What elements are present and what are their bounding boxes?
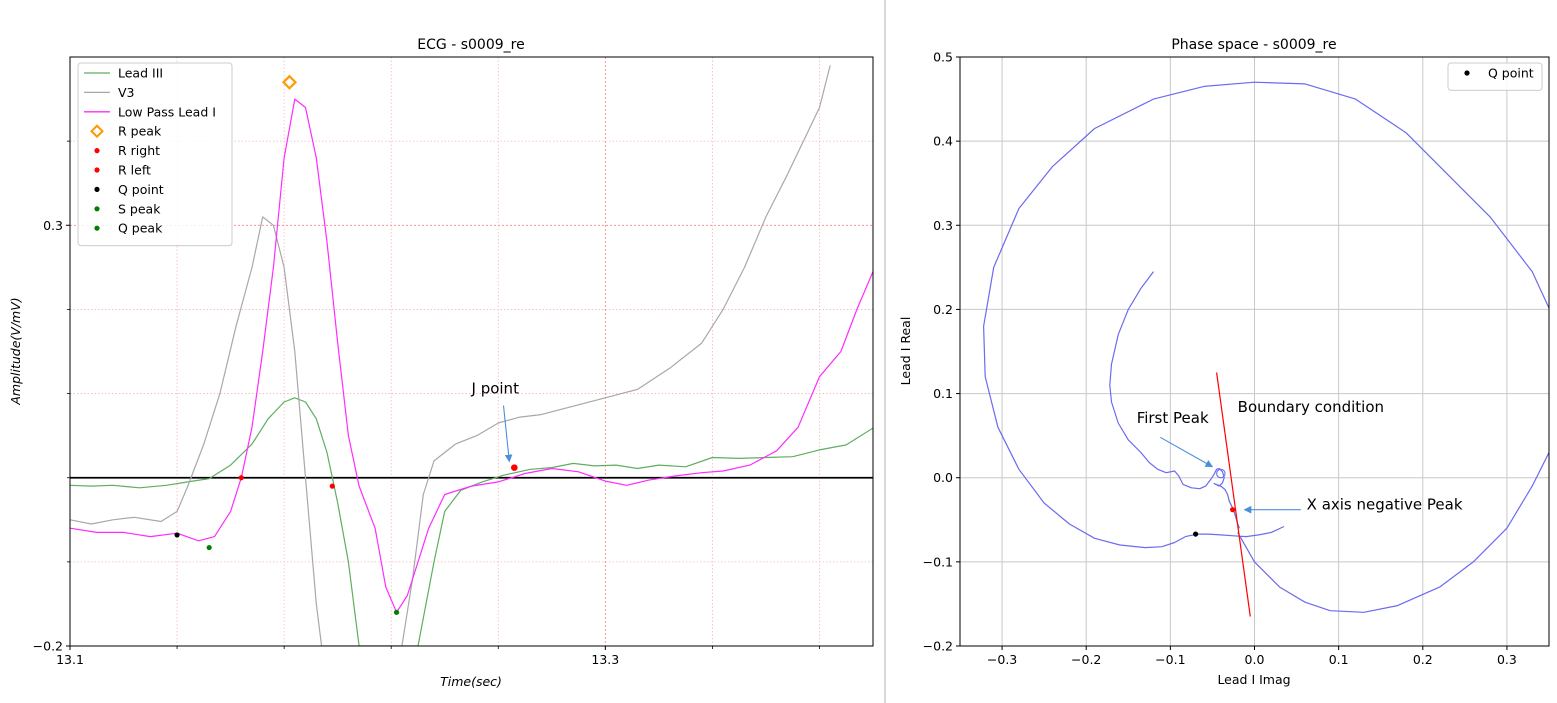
highlight-marker xyxy=(1230,507,1236,513)
legend-entry-r-peak: R peak xyxy=(90,124,162,139)
ecg-tick-group: 13.1 13.3 −0.2 0.3 xyxy=(33,140,820,667)
legend-entry-low-pass-lead-i: Low Pass Lead I xyxy=(84,104,216,119)
phase-legend: Q point xyxy=(1447,62,1543,91)
legend-swatch xyxy=(94,225,100,231)
ecg-title: ECG - s0009_re xyxy=(417,37,524,53)
j-point-marker xyxy=(511,464,518,471)
legend-swatch xyxy=(94,167,100,173)
y-tick-label: −0.2 xyxy=(923,639,953,654)
x-tick-label: 13.3 xyxy=(591,652,619,667)
phase-marker-group xyxy=(1193,507,1236,537)
curve-0-series-line xyxy=(1109,271,1240,529)
x-tick-label: −0.2 xyxy=(1071,652,1101,667)
legend-swatch xyxy=(94,206,100,212)
legend-label: S peak xyxy=(118,201,161,216)
x-tick-label: 0.2 xyxy=(1413,652,1433,667)
y-tick-label: −0.1 xyxy=(923,554,953,569)
curve-1-series-line xyxy=(983,81,1549,613)
ecg-marker-group xyxy=(174,74,400,615)
legend-entry-q-point: Q point xyxy=(94,182,164,197)
q-point-marker xyxy=(174,532,180,538)
legend-swatch xyxy=(94,148,100,154)
phase-grid xyxy=(960,57,1549,646)
s-peak-marker xyxy=(206,544,212,551)
y-tick-label: 0.5 xyxy=(933,50,953,65)
legend-entry-q-point: Q point xyxy=(1464,66,1534,81)
lead-iii-series-line xyxy=(70,397,873,646)
first-peak-arrow xyxy=(1159,436,1214,468)
legend-entry-lead-iii: Lead III xyxy=(84,66,163,81)
q-point-marker xyxy=(1193,531,1199,537)
ecg-annotation-group: J point xyxy=(471,380,520,471)
x-tick-label: 0.3 xyxy=(1497,652,1517,667)
ecg-x-axis-label: Time(sec) xyxy=(440,674,502,689)
legend-label: R right xyxy=(118,143,160,158)
legend-frame xyxy=(77,62,233,247)
y-tick-label: 0.3 xyxy=(933,218,953,233)
legend-entry-r-left: R left xyxy=(94,163,151,178)
r-peak-marker xyxy=(281,74,298,90)
legend-swatch xyxy=(1464,70,1470,76)
x-tick-label: 0.0 xyxy=(1245,652,1265,667)
q-peak-marker xyxy=(393,609,400,615)
legend-swatch xyxy=(90,124,104,139)
y-tick-label: 0.1 xyxy=(933,386,953,401)
x-tick-label: −0.1 xyxy=(1155,652,1185,667)
legend-entry-v3: V3 xyxy=(84,85,135,100)
legend-entry-q-peak: Q peak xyxy=(94,221,163,236)
x-tick-label: 0.1 xyxy=(1329,652,1349,667)
legend-label: Lead III xyxy=(118,66,163,81)
j-point-arrow xyxy=(502,405,513,463)
first-peak-loop xyxy=(1216,468,1226,479)
x-tick-label: −0.3 xyxy=(987,652,1017,667)
legend-label: Low Pass Lead I xyxy=(118,104,216,119)
boundary-condition-annotation: Boundary condition xyxy=(1238,398,1384,416)
x-tick-label: 13.1 xyxy=(56,652,84,667)
phase-x-axis-label: Lead I Imag xyxy=(1217,672,1290,687)
ecg-legend: Lead III V3 Low Pass Lead I R peak R right R … xyxy=(77,62,233,247)
phase-title: Phase space - s0009_re xyxy=(1171,37,1336,53)
legend-swatch xyxy=(94,186,100,192)
x-axis-negative-peak-annotation: X axis negative Peak xyxy=(1307,496,1463,514)
legend-label: Q peak xyxy=(118,221,163,236)
j-point-annotation: J point xyxy=(471,380,520,398)
y-tick-label: 0.4 xyxy=(933,134,953,149)
legend-label: Q point xyxy=(1488,66,1534,81)
y-tick-label: 0.0 xyxy=(933,470,953,485)
y-tick-label: −0.2 xyxy=(33,639,63,654)
legend-label: Q point xyxy=(118,182,164,197)
r-right-marker xyxy=(238,475,244,481)
phase-series-group xyxy=(983,81,1549,617)
legend-entry-s-peak: S peak xyxy=(94,201,161,216)
legend-label: V3 xyxy=(118,85,135,100)
phase-tick-group: −0.3 −0.2 −0.1 0.0 0.1 0.2 0.3 −0.2 −0.1 0.0 0.1 0.… xyxy=(923,50,1517,668)
ecg-y-axis-label: Amplitude(V/mV) xyxy=(8,297,23,405)
legend-label: R left xyxy=(118,163,151,178)
r-left-marker xyxy=(329,483,335,489)
phase-y-axis-label: Lead I Real xyxy=(898,317,913,386)
legend-entry-r-right: R right xyxy=(94,143,160,158)
y-tick-label: 0.3 xyxy=(43,218,63,233)
y-tick-label: 0.2 xyxy=(933,302,953,317)
phase-annotation-group: First Peak Boundary condition X axis negat… xyxy=(1137,398,1463,514)
first-peak-annotation: First Peak xyxy=(1137,409,1209,427)
phase-space-chart: −0.3 −0.2 −0.1 0.0 0.1 0.2 0.3 −0.2 −0.1 0.0 0.1 0.… xyxy=(898,37,1550,687)
curve-2-series-line xyxy=(1216,372,1251,617)
ecg-chart: 13.1 13.3 −0.2 0.3 ECG - s0009_re Time(sec)… xyxy=(8,37,874,689)
ecg-plot-frame xyxy=(69,56,874,647)
legend-label: R peak xyxy=(118,124,162,139)
legend-frame xyxy=(1447,62,1543,91)
